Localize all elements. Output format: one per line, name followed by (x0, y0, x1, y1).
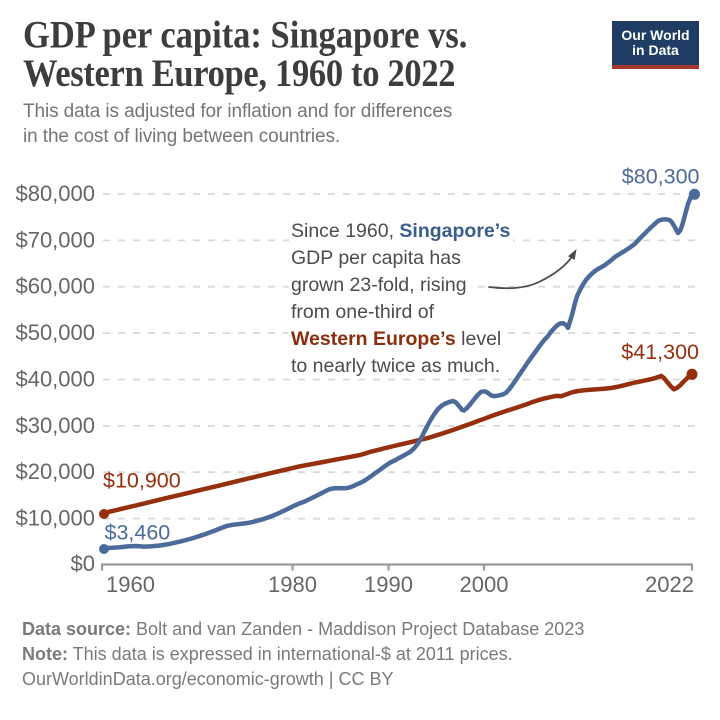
svg-text:1960: 1960 (106, 572, 155, 597)
svg-text:$0: $0 (71, 551, 95, 576)
svg-text:$30,000: $30,000 (15, 413, 95, 438)
svg-text:$10,900: $10,900 (103, 469, 181, 493)
svg-text:2000: 2000 (460, 572, 509, 597)
svg-text:$60,000: $60,000 (15, 274, 95, 299)
svg-text:$20,000: $20,000 (15, 459, 95, 484)
svg-text:2022: 2022 (645, 572, 694, 597)
svg-text:Western Europe’s level: Western Europe’s level (291, 328, 501, 350)
svg-text:$41,300: $41,300 (621, 340, 699, 364)
svg-text:$80,000: $80,000 (15, 181, 95, 206)
svg-text:GDP per capita has: GDP per capita has (291, 247, 461, 269)
svg-text:$40,000: $40,000 (15, 367, 95, 392)
svg-text:1990: 1990 (364, 572, 413, 597)
svg-text:$3,460: $3,460 (105, 521, 171, 545)
svg-text:grown 23-fold, rising: grown 23-fold, rising (291, 274, 467, 296)
svg-text:$50,000: $50,000 (15, 320, 95, 345)
svg-text:Since 1960, Singapore’s: Since 1960, Singapore’s (291, 220, 510, 242)
svg-text:1980: 1980 (268, 572, 317, 597)
svg-text:to nearly twice as much.: to nearly twice as much. (291, 355, 500, 377)
svg-text:$80,300: $80,300 (622, 165, 700, 189)
svg-text:$10,000: $10,000 (15, 506, 95, 531)
svg-text:$70,000: $70,000 (15, 227, 95, 252)
svg-text:from one-third of: from one-third of (291, 301, 435, 323)
